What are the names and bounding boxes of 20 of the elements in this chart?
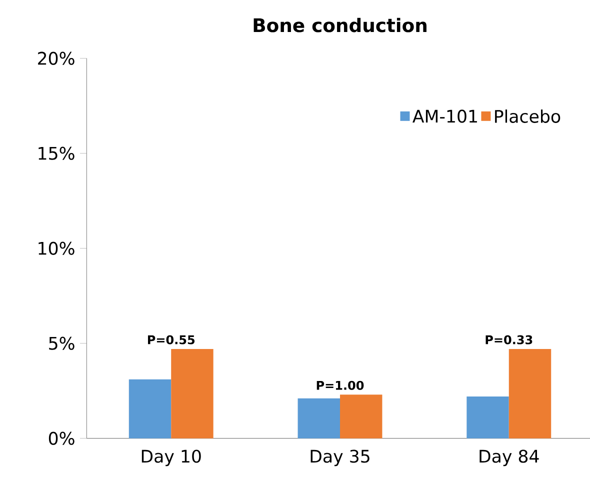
y-tick-label: 10% [38, 242, 74, 255]
bar [508, 349, 552, 438]
legend-label: AM-101 [412, 110, 477, 123]
chart-title: Bone conduction [254, 18, 426, 32]
bar [298, 398, 340, 438]
x-tick-label: Day 84 [480, 450, 539, 466]
bar [466, 396, 509, 438]
y-tick-label: 0% [48, 432, 74, 445]
bar [340, 394, 382, 438]
y-tick-label: 20% [38, 52, 74, 65]
y-tick-label: 5% [49, 336, 74, 350]
bar [128, 379, 172, 438]
y-tick-label: 15% [38, 146, 74, 160]
bar [171, 349, 214, 438]
annotation: P=1.00 [316, 380, 364, 390]
legend-label: Placebo [495, 110, 560, 123]
x-tick-label: Day 10 [142, 450, 201, 466]
annotation: P=0.33 [486, 335, 532, 344]
x-tick-label: Day 35 [310, 450, 370, 466]
annotation: P=0.55 [148, 335, 195, 344]
